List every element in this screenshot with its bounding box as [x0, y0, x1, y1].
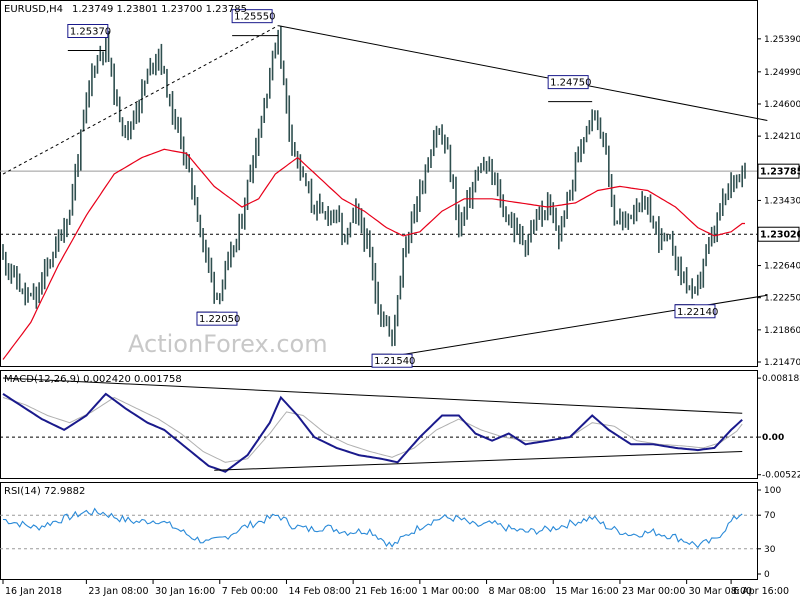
annotation-label: 1.22050: [199, 314, 240, 325]
price-y-tick-label: 1.23430: [764, 196, 800, 206]
rsi-y-tick-label: 30: [764, 545, 776, 555]
price-annotation: 1.21540: [371, 353, 415, 368]
annotation-label: 1.25370: [70, 27, 111, 38]
rsi-y-tick-label: 70: [764, 511, 776, 521]
macd-y-tick-label: 0.008182: [762, 374, 800, 384]
price-y-tick-label: 1.21860: [764, 326, 800, 336]
macd-title: MACD(12,26,9) 0.002420 0.001758: [4, 374, 182, 385]
annotation-label: 1.22140: [677, 307, 718, 318]
annotation-label: 1.24750: [550, 78, 591, 89]
rsi-line: [2, 507, 743, 549]
x-tick-label: 8 Mar 08:00: [489, 586, 546, 597]
annotation-box: [196, 311, 238, 326]
x-tick-label: 6 Apr 16:00: [733, 586, 789, 597]
price-annotation: 1.24750: [547, 75, 593, 103]
chart-ohlc: 1.23749 1.23801 1.23700 1.23785: [72, 4, 247, 15]
price-annotation: 1.22140: [674, 304, 718, 319]
price-axis-badge: [757, 163, 800, 179]
price-annotation: 1.25550: [231, 9, 279, 37]
chart-symbol: EURUSD,H4: [4, 4, 63, 15]
dashed-trendline: [2, 25, 279, 175]
x-tick-label: 15 Mar 16:00: [555, 586, 618, 597]
x-tick-label: 30 Mar 08:00: [689, 586, 752, 597]
price-y-tick-label: 1.21470: [764, 358, 800, 368]
rsi-title: RSI(14) 72.9882: [4, 486, 85, 497]
rsi-panel-frame: [0, 482, 758, 580]
annotation-box: [674, 304, 716, 319]
annotation-box: [67, 24, 109, 39]
macd-signal-line: [2, 396, 743, 463]
moving-average-line: [2, 148, 745, 360]
price-y-tick-label: 1.24990: [764, 68, 800, 78]
price-axis-badge: [757, 226, 800, 242]
price-annotation: 1.25370: [67, 24, 111, 52]
macd-y-tick-label: 0.00: [762, 433, 784, 443]
watermark: ActionForex.com: [128, 330, 328, 358]
annotation-box: [547, 75, 589, 90]
x-tick-label: 1 Mar 00:00: [422, 586, 479, 597]
price-y-tick-label: 1.24210: [764, 132, 800, 142]
rsi-y-tick-label: 100: [764, 486, 781, 496]
price-panel-frame: [0, 0, 758, 367]
macd-panel-frame: [0, 370, 758, 479]
x-tick-label: 16 Jan 2018: [5, 586, 62, 597]
macd-trendline: [214, 451, 743, 471]
annotation-box: [371, 353, 413, 368]
rsi-y-tick-label: 0: [764, 570, 770, 580]
trendline: [278, 25, 768, 121]
price-y-tick-label: 1.24600: [764, 100, 800, 110]
x-tick-label: 30 Jan 16:00: [155, 586, 215, 597]
macd-trendline: [2, 377, 743, 414]
macd-line: [2, 392, 743, 473]
price-y-tick-label: 1.22250: [764, 294, 800, 304]
x-tick-label: 21 Feb 16:00: [355, 586, 417, 597]
x-tick-label: 23 Jan 08:00: [88, 586, 148, 597]
price-axis-badge-label: 1.23785: [760, 167, 800, 178]
x-tick-label: 7 Feb 00:00: [222, 586, 278, 597]
annotation-label: 1.25550: [234, 12, 275, 23]
price-y-tick-label: 1.25390: [764, 35, 800, 45]
macd-y-tick-label: -0.005223: [762, 471, 800, 481]
x-tick-label: 23 Mar 00:00: [622, 586, 685, 597]
annotation-box: [231, 9, 273, 24]
x-tick-label: 14 Feb 08:00: [288, 586, 350, 597]
annotation-label: 1.21540: [374, 356, 415, 367]
price-annotation: 1.22050: [196, 311, 240, 326]
price-axis-badge-label: 1.23020: [760, 230, 800, 241]
price-y-tick-label: 1.22640: [764, 262, 800, 272]
